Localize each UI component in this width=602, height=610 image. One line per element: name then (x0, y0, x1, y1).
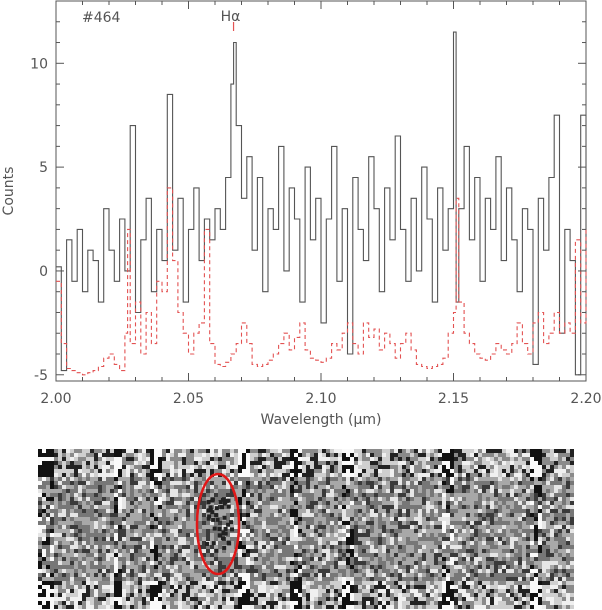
object-id-label: #464 (82, 10, 121, 26)
x-tick-label: 2.00 (40, 391, 71, 407)
object-spectrum-line (56, 31, 587, 376)
x-tick-label: 2.20 (570, 391, 601, 407)
line-id-label: Hα (221, 9, 241, 25)
y-tick-label: 0 (39, 264, 48, 280)
spectrum-plot: 2.00 2.05 2.10 2.15 2.20 -5 0 5 10 #464 Hα Wavel… (1, 0, 602, 428)
x-tick-label: 2.05 (173, 391, 204, 407)
sky-spectrum-line (56, 187, 587, 376)
spectrum-image-strip (38, 449, 574, 609)
strip-noise (38, 449, 574, 609)
series-layer (56, 31, 587, 376)
tick-layer: 2.00 2.05 2.10 2.15 2.20 -5 0 5 10 (30, 1, 602, 407)
x-tick-label: 2.10 (305, 391, 336, 407)
halpha-highlight-ellipse (195, 472, 241, 576)
x-tick-label: 2.15 (438, 391, 469, 407)
y-axis-label: Counts (1, 167, 17, 216)
y-tick-label: -5 (34, 368, 48, 384)
y-tick-label: 10 (30, 56, 48, 72)
x-axis-label: Wavelength (μm) (261, 412, 382, 428)
y-tick-label: 5 (39, 160, 48, 176)
